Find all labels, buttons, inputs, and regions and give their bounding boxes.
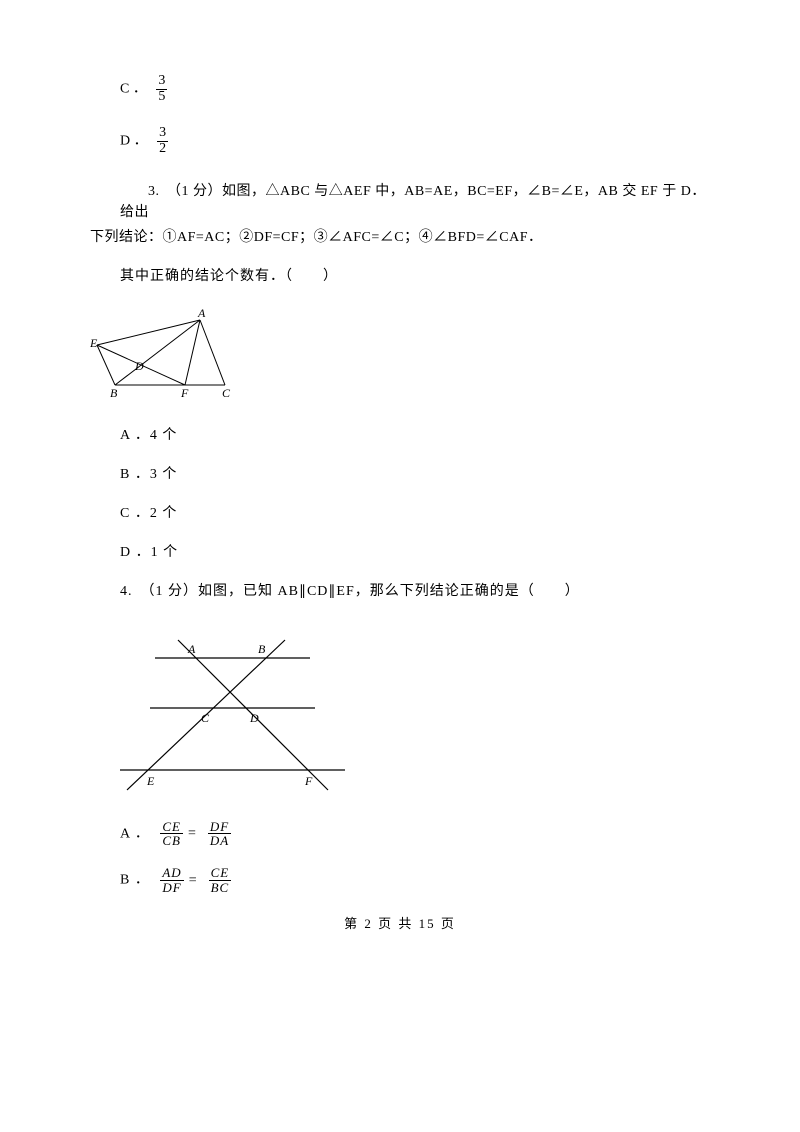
q4-optB-equation: AD DF = CE BC — [154, 866, 231, 894]
q3-line1: 3. （1 分）如图，△ABC 与△AEF 中，AB=AE，BC=EF，∠B=∠… — [120, 181, 710, 223]
page: C ． 3 5 D ． 3 2 3. （1 分）如图，△ABC 与△AEF 中，… — [0, 0, 800, 964]
q3-option-b: B ．3 个 — [120, 464, 710, 485]
q3-label-F: F — [180, 386, 189, 400]
q4-label-A: A — [187, 642, 196, 656]
q4-label-B: B — [258, 642, 266, 656]
q3-label-D: D — [134, 359, 144, 373]
q4-optA-equation: CE CB = DF DA — [154, 820, 231, 848]
q3-option-c: C ．2 个 — [120, 503, 710, 524]
q4-label-D: D — [249, 711, 259, 725]
q3-label-E: E — [90, 336, 98, 350]
q3-label-A: A — [197, 306, 206, 320]
page-footer: 第 2 页 共 15 页 — [90, 914, 710, 934]
q4-optA-letter: A ． — [120, 826, 150, 841]
q4-label-E: E — [146, 774, 155, 788]
q3-stem: 其中正确的结论个数有．（ ） — [120, 266, 710, 287]
q3-option-a: A ．4 个 — [120, 425, 710, 446]
q3-figure: A B C F E D — [90, 305, 710, 407]
prev-option-d: D ． 3 2 — [120, 126, 710, 156]
fraction-3-2: 3 2 — [157, 126, 168, 156]
fraction-3-5: 3 5 — [156, 74, 167, 104]
q3-line2: 下列结论：①AF=AC；②DF=CF；③∠AFC=∠C；④∠BFD=∠CAF． — [90, 227, 710, 248]
option-c-letter: C ． — [120, 81, 147, 96]
q4-label-C: C — [201, 711, 210, 725]
q4-option-b: B ． AD DF = CE BC — [120, 866, 710, 894]
prev-option-c: C ． 3 5 — [120, 74, 710, 104]
q4-option-a: A ． CE CB = DF DA — [120, 820, 710, 848]
option-d-letter: D ． — [120, 134, 148, 149]
q4-optB-letter: B ． — [120, 872, 150, 887]
q4-label-F: F — [304, 774, 313, 788]
q4-figure: A B C D E F — [90, 620, 710, 802]
q3-label-B: B — [110, 386, 118, 400]
q3-option-d: D ．1 个 — [120, 542, 710, 563]
q3-label-C: C — [222, 386, 231, 400]
q4-stem: 4. （1 分）如图，已知 AB∥CD∥EF，那么下列结论正确的是（ ） — [120, 581, 710, 602]
